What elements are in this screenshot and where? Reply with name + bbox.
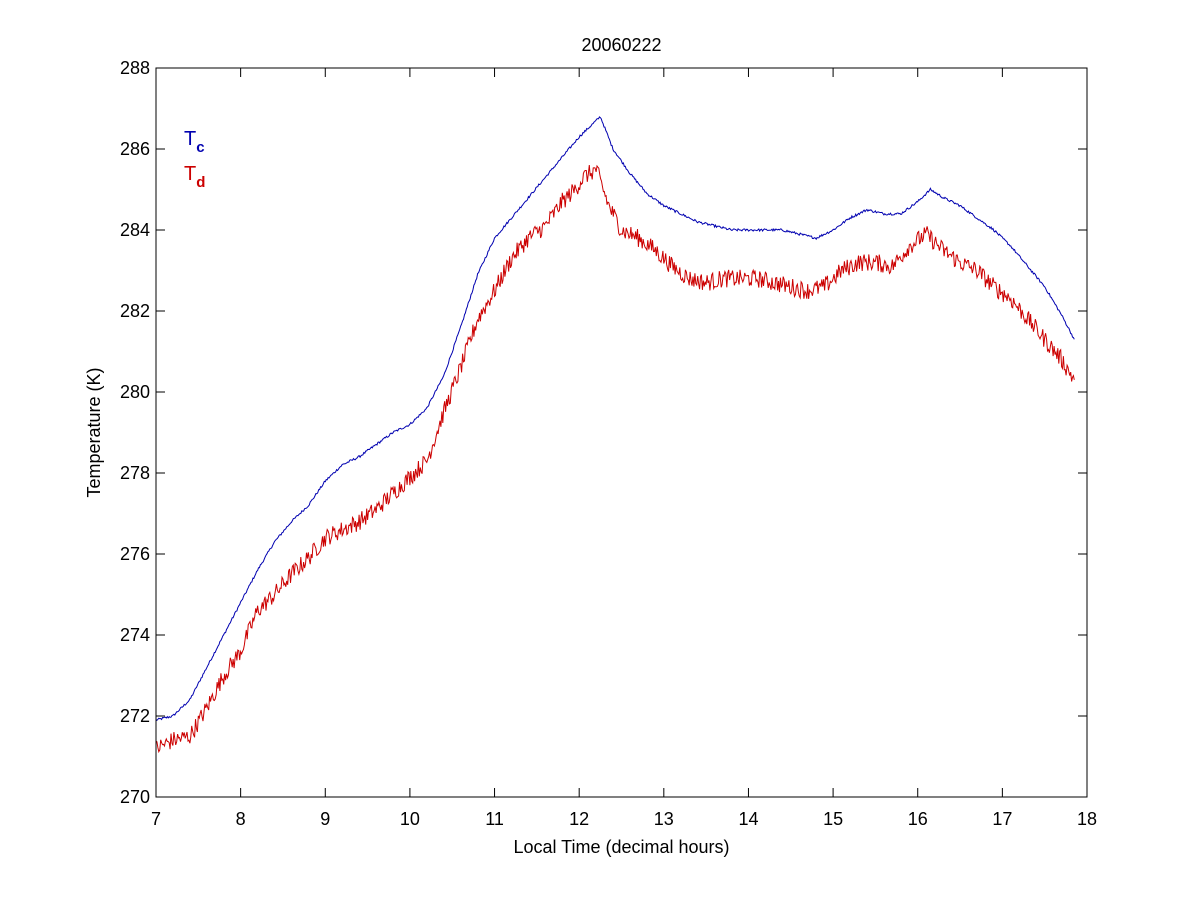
x-tick-label: 15 <box>823 809 843 829</box>
legend-entry-td: Td <box>184 163 205 191</box>
y-tick-label: 288 <box>120 58 150 78</box>
plot-frame <box>155 67 1088 798</box>
y-tick-label: 272 <box>120 706 150 726</box>
y-tick-label: 270 <box>120 787 150 807</box>
y-tick-label: 282 <box>120 301 150 321</box>
legend-label: T <box>184 163 196 185</box>
x-tick-label: 14 <box>738 809 758 829</box>
series-line-d <box>155 164 1075 754</box>
y-tick-label: 276 <box>120 544 150 564</box>
y-tick-label: 274 <box>120 625 150 645</box>
x-tick-label: 12 <box>569 809 589 829</box>
legend: Tc Td <box>184 128 205 191</box>
x-axis-title: Local Time (decimal hours) <box>513 837 729 857</box>
x-tick-label: 9 <box>320 809 330 829</box>
y-axis-title: Temperature (K) <box>84 367 104 497</box>
x-tick-label: 17 <box>992 809 1012 829</box>
plot-lines <box>155 116 1075 754</box>
x-tick-label: 7 <box>151 809 161 829</box>
legend-label: T <box>184 128 196 150</box>
x-tick-label: 16 <box>908 809 928 829</box>
y-tick-label: 278 <box>120 463 150 483</box>
x-tick-label: 8 <box>236 809 246 829</box>
legend-entry-tc: Tc <box>184 128 205 156</box>
y-tick-label: 286 <box>120 139 150 159</box>
series-line-c <box>155 116 1075 721</box>
x-tick-label: 18 <box>1077 809 1097 829</box>
y-axis: 270 272 274 276 278 280 282 284 286 288 <box>120 58 1087 807</box>
y-tick-label: 280 <box>120 382 150 402</box>
legend-subscript: d <box>196 174 205 191</box>
y-tick-label: 284 <box>120 220 150 240</box>
x-axis: 7 8 9 10 11 12 13 14 15 16 17 18 <box>151 68 1097 829</box>
x-tick-label: 13 <box>654 809 674 829</box>
x-tick-label: 11 <box>485 809 504 829</box>
legend-subscript: c <box>196 139 204 156</box>
chart-title: 20060222 <box>581 35 661 55</box>
x-tick-label: 10 <box>400 809 420 829</box>
